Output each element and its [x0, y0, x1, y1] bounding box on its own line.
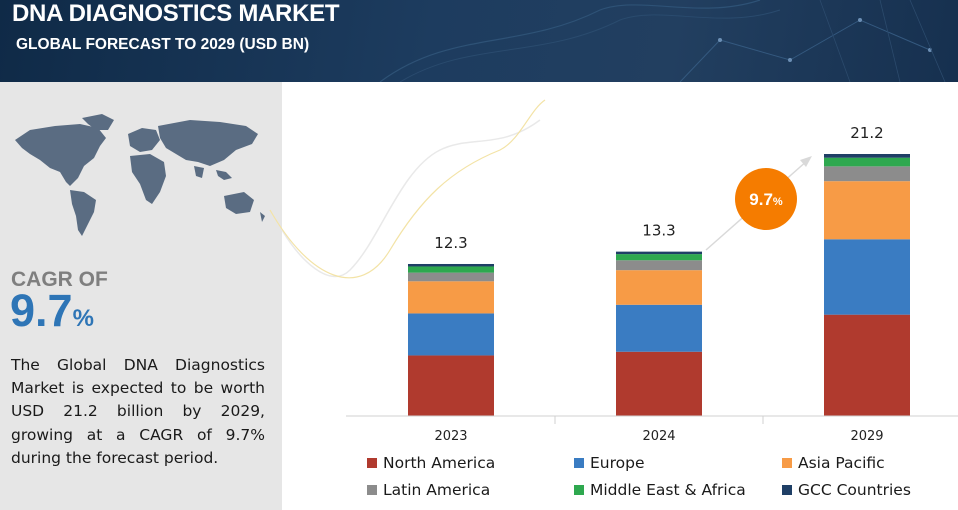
bar-total-label-2024: 13.3 [642, 222, 675, 240]
growth-badge: 9.7% [735, 168, 797, 230]
growth-badge-value: 9.7 [749, 190, 773, 209]
bar-2024-europe [616, 305, 702, 352]
bar-2029-asia-pacific [824, 181, 910, 239]
bar-total-label-2023: 12.3 [434, 234, 467, 252]
bar-2023-gcc-countries [408, 264, 494, 266]
bar-2024-north-america [616, 352, 702, 416]
bar-2029-europe [824, 239, 910, 314]
bar-2023-asia-pacific [408, 281, 494, 313]
bar-2029-latin-america [824, 166, 910, 181]
bar-2024-middle-east-africa [616, 254, 702, 260]
bar-2029-gcc-countries [824, 154, 910, 158]
x-tick-label-2029: 2029 [850, 429, 883, 444]
growth-badge-unit: % [773, 196, 783, 208]
bar-2023-north-america [408, 355, 494, 416]
bar-2024-asia-pacific [616, 270, 702, 305]
bar-2023-latin-america [408, 273, 494, 282]
x-tick-label-2023: 2023 [434, 429, 467, 444]
x-tick-label-2024: 2024 [642, 429, 675, 444]
bar-2029-middle-east-africa [824, 158, 910, 167]
bar-total-label-2029: 21.2 [850, 124, 883, 142]
x-axis-ticks: 2023 2024 2029 [434, 416, 883, 444]
bar-2024-gcc-countries [616, 252, 702, 254]
bar-2024-latin-america [616, 260, 702, 270]
bar-2023-middle-east-africa [408, 266, 494, 272]
bar-2023-europe [408, 313, 494, 355]
bar-2029-north-america [824, 315, 910, 416]
